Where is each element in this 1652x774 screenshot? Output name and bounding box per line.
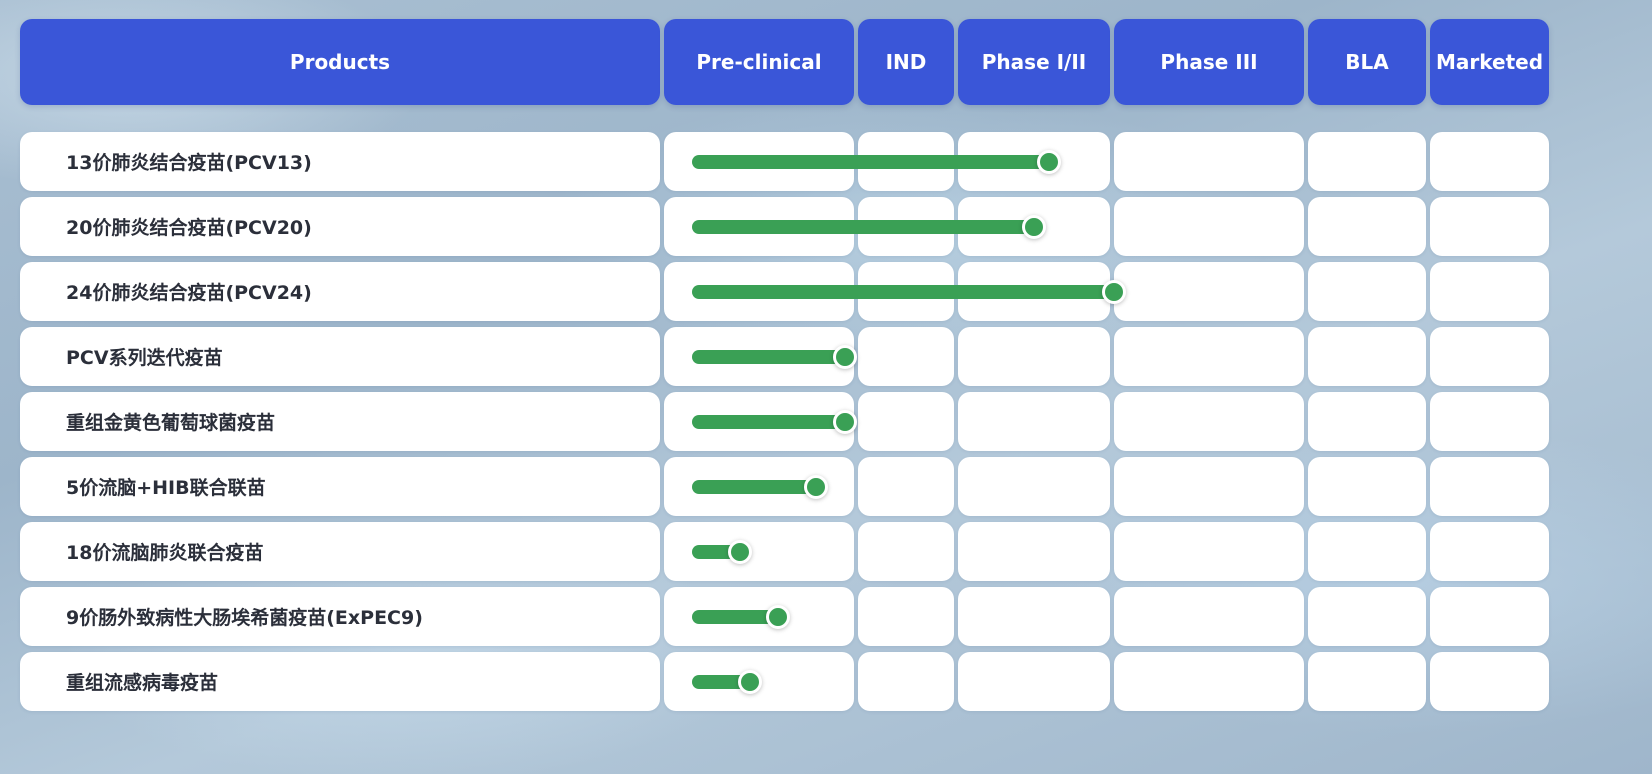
- progress-dot: [1037, 149, 1062, 174]
- progress-dot: [728, 539, 752, 564]
- stage-cell: [1430, 652, 1549, 711]
- stage-cell: [958, 457, 1110, 516]
- progress-bar: [692, 479, 816, 494]
- stage-cell: [1430, 392, 1549, 451]
- stage-cell: [858, 652, 954, 711]
- stage-cell: [1430, 197, 1549, 256]
- stage-cell: [958, 327, 1110, 386]
- progress-dot: [832, 344, 857, 369]
- header-stage-bla: BLA: [1308, 19, 1426, 105]
- stage-cell: [958, 392, 1110, 451]
- stage-cell: [1308, 522, 1426, 581]
- progress-dot: [804, 474, 828, 499]
- stage-cell: [1430, 132, 1549, 191]
- progress-bar: [692, 284, 1114, 299]
- product-name: 5价流脑+HIB联合联苗: [20, 457, 660, 516]
- stage-cell: [1114, 392, 1304, 451]
- stage-cell: [1308, 587, 1426, 646]
- stage-cell: [958, 587, 1110, 646]
- product-name: 18价流脑肺炎联合疫苗: [20, 522, 660, 581]
- header-products: Products: [20, 19, 660, 105]
- progress-dot: [832, 409, 857, 434]
- progress-dot: [1102, 279, 1126, 304]
- stage-cell: [858, 392, 954, 451]
- stage-cell: [1430, 587, 1549, 646]
- stage-cell: [858, 587, 954, 646]
- stage-cell: [958, 652, 1110, 711]
- product-name: 13价肺炎结合疫苗(PCV13): [20, 132, 660, 191]
- stage-cell: [858, 522, 954, 581]
- product-name: 重组金黄色葡萄球菌疫苗: [20, 392, 660, 451]
- progress-bar: [692, 349, 845, 364]
- header-stage-pre-clinical: Pre-clinical: [664, 19, 854, 105]
- stage-cell: [1430, 262, 1549, 321]
- progress-bar: [692, 674, 750, 689]
- stage-cell: [1308, 132, 1426, 191]
- stage-cell: [1308, 392, 1426, 451]
- header-stage-marketed: Marketed: [1430, 19, 1549, 105]
- header-stage-phase-i-ii: Phase I/II: [958, 19, 1110, 105]
- progress-dot: [1022, 214, 1046, 239]
- progress-dot: [766, 604, 790, 629]
- stage-cell: [1430, 457, 1549, 516]
- stage-cell: [1114, 652, 1304, 711]
- stage-cell: [858, 327, 954, 386]
- stage-cell: [958, 522, 1110, 581]
- stage-cell: [858, 457, 954, 516]
- stage-cell: [1430, 327, 1549, 386]
- stage-cell: [1308, 327, 1426, 386]
- progress-bar: [692, 414, 845, 429]
- stage-cell: [1114, 522, 1304, 581]
- product-name: 24价肺炎结合疫苗(PCV24): [20, 262, 660, 321]
- header-stage-ind: IND: [858, 19, 954, 105]
- progress-bar: [692, 609, 778, 624]
- progress-bar: [692, 154, 1050, 169]
- progress-bar: [692, 219, 1034, 234]
- stage-cell: [1114, 132, 1304, 191]
- stage-cell: [1308, 457, 1426, 516]
- product-name: 9价肠外致病性大肠埃希菌疫苗(ExPEC9): [20, 587, 660, 646]
- stage-cell: [1308, 262, 1426, 321]
- stage-cell: [1430, 522, 1549, 581]
- product-name: 20价肺炎结合疫苗(PCV20): [20, 197, 660, 256]
- stage-cell: [1308, 652, 1426, 711]
- stage-cell: [1114, 457, 1304, 516]
- header-stage-phase-iii: Phase III: [1114, 19, 1304, 105]
- product-name: PCV系列迭代疫苗: [20, 327, 660, 386]
- progress-dot: [737, 669, 762, 694]
- stage-cell: [1114, 327, 1304, 386]
- stage-cell: [1308, 197, 1426, 256]
- product-name: 重组流感病毒疫苗: [20, 652, 660, 711]
- stage-cell: [1114, 587, 1304, 646]
- stage-cell: [1114, 262, 1304, 321]
- stage-cell: [1114, 197, 1304, 256]
